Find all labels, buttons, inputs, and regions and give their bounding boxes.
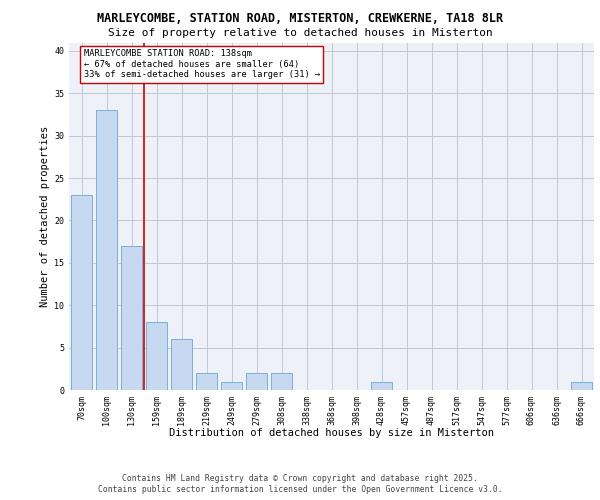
Bar xyxy=(171,339,192,390)
Bar xyxy=(146,322,167,390)
Text: MARLEYCOMBE, STATION ROAD, MISTERTON, CREWKERNE, TA18 8LR: MARLEYCOMBE, STATION ROAD, MISTERTON, CR… xyxy=(97,12,503,26)
Bar xyxy=(71,195,92,390)
Bar xyxy=(221,382,242,390)
Y-axis label: Number of detached properties: Number of detached properties xyxy=(40,126,50,307)
Bar xyxy=(371,382,392,390)
Bar xyxy=(271,373,292,390)
Text: Size of property relative to detached houses in Misterton: Size of property relative to detached ho… xyxy=(107,28,493,38)
Bar xyxy=(571,382,592,390)
Bar xyxy=(121,246,142,390)
Text: MARLEYCOMBE STATION ROAD: 138sqm
← 67% of detached houses are smaller (64)
33% o: MARLEYCOMBE STATION ROAD: 138sqm ← 67% o… xyxy=(83,50,320,79)
Bar xyxy=(196,373,217,390)
X-axis label: Distribution of detached houses by size in Misterton: Distribution of detached houses by size … xyxy=(169,428,494,438)
Bar xyxy=(246,373,267,390)
Bar xyxy=(96,110,117,390)
Text: Contains HM Land Registry data © Crown copyright and database right 2025.
Contai: Contains HM Land Registry data © Crown c… xyxy=(98,474,502,494)
